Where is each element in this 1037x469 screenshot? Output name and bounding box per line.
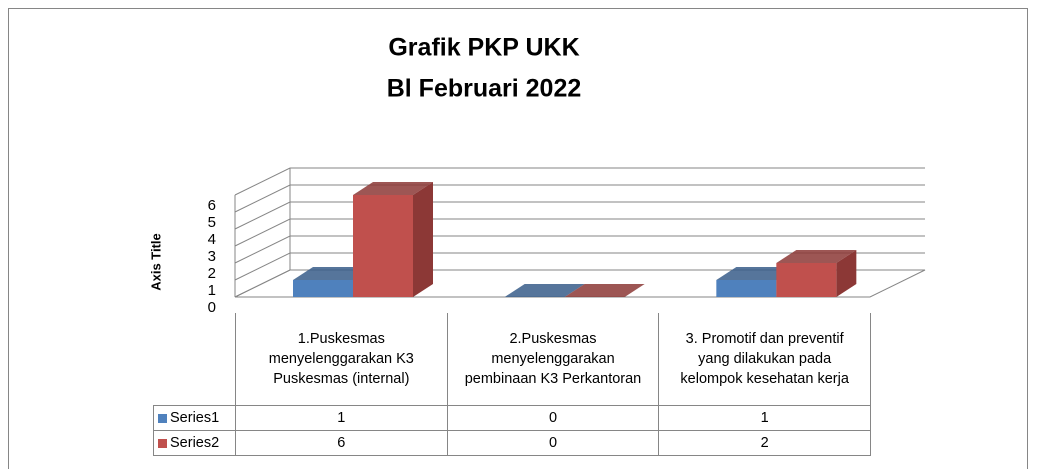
grid-line — [234, 252, 925, 281]
grid-line — [234, 184, 925, 213]
chart-title: Grafik PKP UKK — [388, 34, 579, 62]
bar — [564, 284, 645, 297]
legend-swatch — [158, 438, 167, 448]
category-label: 3. Promotif dan preventif yang dilakukan… — [658, 313, 871, 406]
y-axis-title: Axis Title — [148, 233, 163, 291]
y-tick-label: 2 — [208, 265, 216, 282]
bar-side — [836, 250, 857, 297]
category-label: 1.Puskesmas menyelenggarakan K3 Puskesma… — [235, 313, 448, 406]
chart-border — [8, 8, 1028, 469]
bar-front — [293, 280, 353, 297]
category-label: 2.Puskesmas menyelenggarakan pembinaan K… — [446, 313, 660, 406]
legend-entry: Series2 — [153, 430, 236, 456]
grid-line — [234, 167, 925, 196]
y-tick-label: 6 — [208, 197, 216, 214]
grid-line — [234, 235, 925, 264]
bar — [776, 250, 857, 297]
legend-entry: Series1 — [153, 405, 236, 431]
table-value: 0 — [446, 430, 660, 456]
bar — [504, 284, 585, 297]
table-value: 2 — [658, 430, 871, 456]
y-tick-label: 1 — [208, 282, 216, 299]
bar — [353, 182, 433, 297]
legend-label: Series1 — [170, 410, 220, 426]
legend-label: Series2 — [170, 435, 220, 451]
grid-line — [234, 218, 925, 247]
bar-top — [504, 284, 585, 297]
y-tick-label: 0 — [208, 299, 216, 316]
legend-swatch — [158, 413, 167, 423]
table-value: 6 — [235, 430, 448, 456]
bar-top — [564, 284, 645, 297]
table-value: 1 — [235, 405, 448, 431]
table-value: 1 — [658, 405, 871, 431]
y-tick-label: 4 — [208, 231, 216, 248]
grid-line — [234, 269, 925, 298]
bar-front — [353, 195, 413, 297]
table-value: 0 — [446, 405, 660, 431]
bar-top — [353, 182, 433, 195]
bar-front — [776, 263, 837, 297]
y-tick-label: 3 — [208, 248, 216, 265]
bar-front — [716, 280, 777, 297]
bar-side — [413, 182, 433, 297]
bar-top — [776, 250, 857, 263]
chart-subtitle: Bl Februari 2022 — [387, 75, 582, 103]
y-tick-label: 5 — [208, 214, 216, 231]
grid-line — [234, 201, 925, 230]
